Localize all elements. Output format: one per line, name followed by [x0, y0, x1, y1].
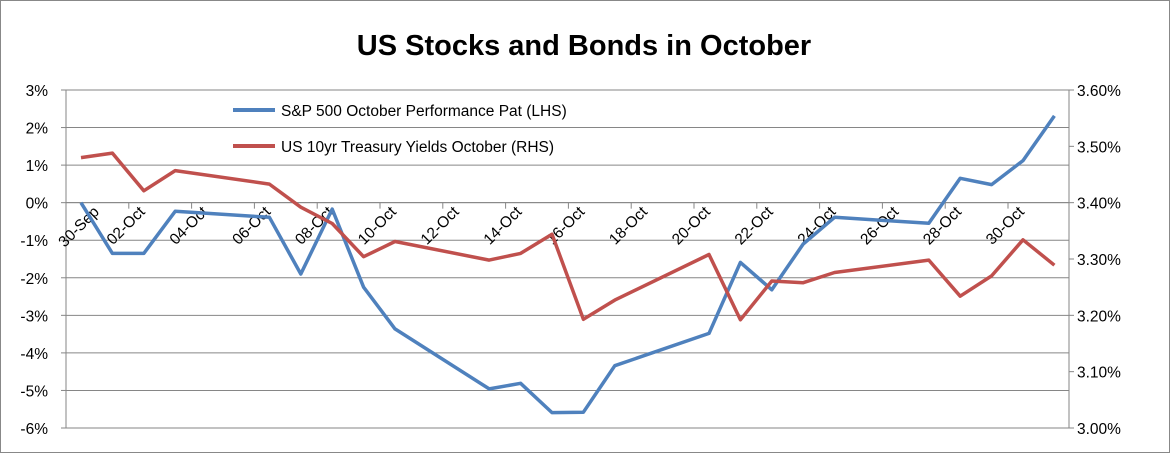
left-tick-label: 0% — [26, 196, 49, 213]
left-tick-label: -6% — [20, 421, 48, 438]
series-lines — [79, 114, 1056, 415]
right-tick-label: 3.30% — [1077, 252, 1121, 269]
right-tick-label: 3.10% — [1077, 365, 1121, 382]
right-tick-label: 3.20% — [1077, 308, 1121, 325]
treasury-yield-line — [80, 151, 1056, 322]
right-tick-label: 3.60% — [1077, 83, 1121, 100]
legend-label-treasury: US 10yr Treasury Yields October (RHS) — [281, 139, 554, 156]
chart-title: US Stocks and Bonds in October — [357, 30, 811, 62]
legend-label-sp500: S&P 500 October Performance Pat (LHS) — [281, 103, 567, 120]
right-tick-label: 3.00% — [1077, 421, 1121, 438]
left-tick-label: -4% — [20, 346, 48, 363]
left-tick-label: -2% — [20, 271, 48, 288]
legend: S&P 500 October Performance Pat (LHS) US… — [233, 103, 567, 156]
right-tick-label: 3.40% — [1077, 196, 1121, 213]
left-tick-label: -5% — [20, 383, 48, 400]
left-tick-label: -3% — [20, 308, 48, 325]
sp500-line — [79, 114, 1056, 415]
left-tick-label: 1% — [26, 158, 49, 175]
right-tick-label: 3.50% — [1077, 139, 1121, 156]
left-tick-label: -1% — [20, 233, 48, 250]
left-tick-label: 3% — [26, 83, 49, 100]
left-tick-label: 2% — [26, 121, 49, 138]
